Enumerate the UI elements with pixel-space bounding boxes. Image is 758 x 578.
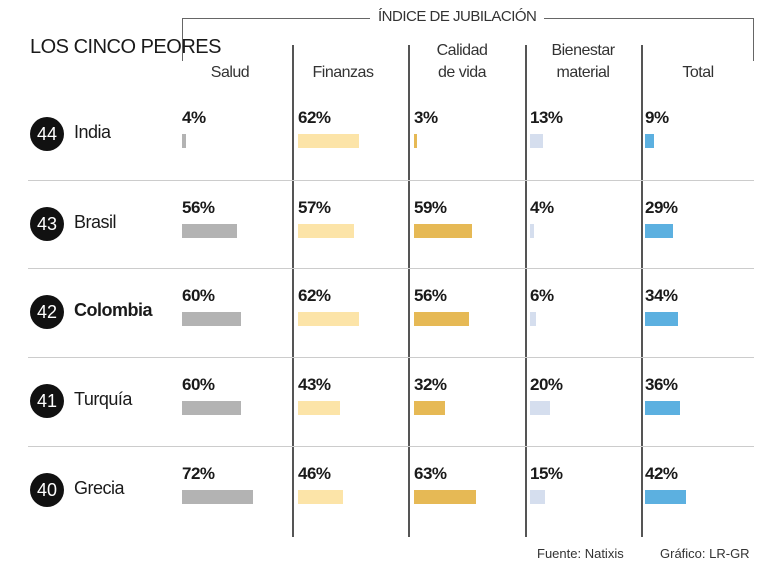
value-bar xyxy=(298,401,341,415)
value-bar xyxy=(530,401,550,415)
value-label: 62% xyxy=(298,286,331,305)
country-name: India xyxy=(74,122,111,142)
value-bar xyxy=(530,490,545,504)
rank-badge: 41 xyxy=(30,384,64,418)
column-header-line: Bienestar xyxy=(551,42,615,59)
value-bar xyxy=(530,134,543,148)
value-label: 59% xyxy=(414,198,447,217)
rank-badge: 42 xyxy=(30,295,64,329)
value-label: 43% xyxy=(298,375,331,394)
column-header-line: Finanzas xyxy=(312,64,374,81)
column-header: Finanzas xyxy=(283,62,403,84)
value-bar xyxy=(530,312,536,326)
country-name: Grecia xyxy=(74,478,125,498)
value-bar xyxy=(182,490,253,504)
value-label: 15% xyxy=(530,464,563,483)
value-label: 72% xyxy=(182,464,215,483)
value-bar xyxy=(530,224,534,238)
column-header-line: Total xyxy=(682,64,714,81)
value-label: 13% xyxy=(530,108,563,127)
row-divider xyxy=(28,357,754,358)
value-label: 60% xyxy=(182,286,215,305)
value-label: 63% xyxy=(414,464,447,483)
value-bar xyxy=(645,490,687,504)
value-bar xyxy=(414,224,472,238)
column-header: Total xyxy=(638,62,758,84)
value-label: 32% xyxy=(414,375,447,394)
value-label: 9% xyxy=(645,108,669,127)
rank-badge: 44 xyxy=(30,117,64,151)
value-label: 3% xyxy=(414,108,438,127)
row-divider xyxy=(28,446,754,447)
value-label: 4% xyxy=(530,198,554,217)
value-label: 36% xyxy=(645,375,678,394)
credit-note: Gráfico: LR-GR xyxy=(660,546,750,561)
column-divider xyxy=(408,45,410,537)
value-label: 57% xyxy=(298,198,331,217)
source-note: Fuente: Natixis xyxy=(537,546,624,561)
column-divider xyxy=(641,45,643,537)
value-bar xyxy=(182,312,241,326)
value-bar xyxy=(298,312,359,326)
value-bar xyxy=(645,134,654,148)
column-header: Bienestar material xyxy=(523,40,643,84)
row-divider xyxy=(28,268,754,269)
value-label: 29% xyxy=(645,198,678,217)
column-header-line: Salud xyxy=(210,64,250,81)
value-label: 4% xyxy=(182,108,206,127)
value-label: 34% xyxy=(645,286,678,305)
value-bar xyxy=(298,224,354,238)
row-divider xyxy=(28,180,754,181)
column-header-line: de vida xyxy=(437,64,487,81)
chart-title: LOS CINCO PEORES xyxy=(30,36,221,58)
country-name: Brasil xyxy=(74,212,117,232)
column-divider xyxy=(525,45,527,537)
value-bar xyxy=(182,401,241,415)
rank-badge: 43 xyxy=(30,207,64,241)
value-label: 56% xyxy=(182,198,215,217)
column-divider xyxy=(292,45,294,537)
value-bar xyxy=(645,224,674,238)
value-bar xyxy=(298,490,344,504)
country-name: Turquía xyxy=(74,389,132,409)
value-bar xyxy=(645,312,679,326)
country-name: Colombia xyxy=(74,300,153,320)
column-header-line: material xyxy=(556,64,610,81)
value-label: 46% xyxy=(298,464,331,483)
value-label: 6% xyxy=(530,286,554,305)
value-bar xyxy=(414,312,469,326)
column-header-line: Calidad xyxy=(436,42,488,59)
value-label: 62% xyxy=(298,108,331,127)
value-bar xyxy=(414,490,476,504)
group-label: ÍNDICE DE JUBILACIÓN xyxy=(370,8,545,25)
value-bar xyxy=(298,134,359,148)
value-bar xyxy=(414,401,446,415)
value-bar xyxy=(182,224,237,238)
value-label: 42% xyxy=(645,464,678,483)
column-header: Salud xyxy=(170,62,290,84)
value-label: 56% xyxy=(414,286,447,305)
value-bar xyxy=(182,134,186,148)
value-label: 20% xyxy=(530,375,563,394)
rank-badge: 40 xyxy=(30,473,64,507)
value-label: 60% xyxy=(182,375,215,394)
value-bar xyxy=(645,401,681,415)
value-bar xyxy=(414,134,417,148)
column-header: Calidad de vida xyxy=(402,40,522,84)
